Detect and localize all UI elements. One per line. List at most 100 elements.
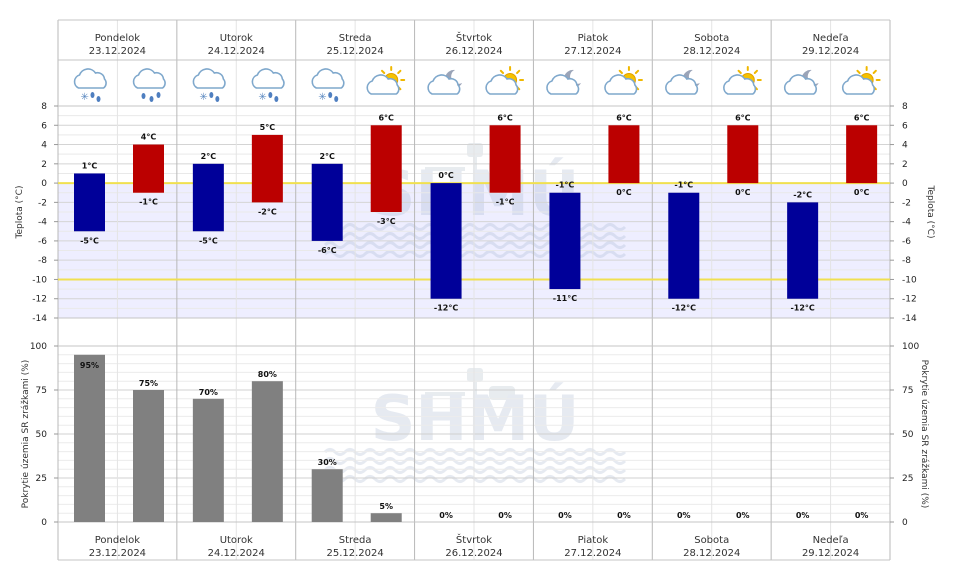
precip-label: 0% <box>617 511 631 520</box>
temp-tick-right: -2 <box>902 198 911 208</box>
temp-min-label: -1°C <box>139 198 158 207</box>
day-date-header: 27.12.2024 <box>564 46 621 57</box>
cloud-glyph <box>251 68 285 89</box>
temp-tick-left: -8 <box>38 256 47 266</box>
watermark-text: SHMÚ <box>371 382 580 455</box>
precip-label: 0% <box>736 511 750 520</box>
temp-max-label: 1°C <box>82 161 98 170</box>
cloud-glyph <box>783 74 818 95</box>
day-name-footer: Pondelok <box>95 535 141 546</box>
temp-min-label: 0°C <box>735 188 751 197</box>
temp-min-label: -3°C <box>377 217 396 226</box>
cloud-glyph <box>192 68 226 89</box>
day-date-footer: 24.12.2024 <box>208 548 265 559</box>
temp-tick-right: -4 <box>902 218 911 228</box>
precip-label: 80% <box>258 370 277 379</box>
temp-tick-right: -6 <box>902 237 911 247</box>
temp-tick-left: 2 <box>41 160 47 170</box>
day-temp-bar <box>489 125 521 193</box>
temp-min-label: -5°C <box>80 236 99 245</box>
cloud-glyph <box>132 68 166 89</box>
temp-tick-right: -10 <box>902 275 917 285</box>
watermark-instrument <box>467 143 483 157</box>
precip-label: 0% <box>855 511 869 520</box>
cloud-snow-rain-icon: ✳ <box>251 68 285 103</box>
night-temp-bar <box>311 163 343 241</box>
precip-tick-right: 50 <box>902 430 914 440</box>
moon-cloud-icon <box>427 69 463 95</box>
watermark-arm <box>425 392 465 396</box>
temp-max-label: 4°C <box>141 133 157 142</box>
day-date-header: 23.12.2024 <box>89 46 146 57</box>
watermark-mast <box>473 155 477 185</box>
precip-tick-left: 75 <box>36 386 47 396</box>
moon-cloud-icon <box>546 69 581 95</box>
temp-max-label: 6°C <box>378 113 394 122</box>
temp-tick-right: 2 <box>902 160 908 170</box>
precip-tick-left: 100 <box>30 342 47 352</box>
night-temp-bar <box>549 192 581 290</box>
day-name-header: Nedeľa <box>813 33 849 44</box>
precip-bar <box>133 390 164 522</box>
cloud-snow-rain-icon: ✳ <box>311 68 345 103</box>
night-temp-bar <box>192 163 224 232</box>
raindrop-glyph <box>156 92 161 98</box>
sun-cloud-icon <box>485 66 525 95</box>
day-name-footer: Štvrtok <box>456 533 492 546</box>
temp-max-label: 6°C <box>616 113 632 122</box>
day-date-footer: 25.12.2024 <box>327 548 384 559</box>
day-name-header: Štvrtok <box>456 31 492 44</box>
cloud-glyph <box>665 74 699 95</box>
snowflake-glyph: ✳ <box>258 92 266 103</box>
raindrop-glyph <box>209 92 214 98</box>
day-name-header: Pondelok <box>95 33 141 44</box>
night-temp-bar <box>430 183 462 299</box>
temp-max-label: -2°C <box>793 190 812 199</box>
day-date-header: 29.12.2024 <box>802 46 859 57</box>
temp-max-label: 6°C <box>497 113 513 122</box>
day-name-footer: Streda <box>339 535 372 546</box>
day-date-header: 24.12.2024 <box>208 46 265 57</box>
temp-max-label: 2°C <box>319 152 335 161</box>
precip-axis-label-right: Pokrytie územia SR zrážkami (%) <box>919 360 929 509</box>
temp-tick-left: 6 <box>41 121 47 131</box>
day-temp-bar <box>846 125 878 184</box>
cloud-snow-rain-icon: ✳ <box>73 68 107 103</box>
day-date-header: 28.12.2024 <box>683 46 740 57</box>
temp-min-label: -5°C <box>199 236 218 245</box>
sun-cloud-icon <box>841 66 881 95</box>
precip-tick-right: 100 <box>902 342 919 352</box>
day-date-footer: 26.12.2024 <box>445 548 502 559</box>
temp-tick-left: -6 <box>38 237 47 247</box>
precip-bar <box>74 354 105 522</box>
precip-bar <box>251 381 283 522</box>
cloud-glyph <box>311 68 345 89</box>
day-date-header: 25.12.2024 <box>327 46 384 57</box>
temp-tick-right: -8 <box>902 256 911 266</box>
raindrop-glyph <box>334 96 339 102</box>
raindrop-glyph <box>268 92 273 98</box>
watermark-wave <box>323 457 627 465</box>
temp-max-label: 5°C <box>260 123 276 132</box>
snowflake-glyph: ✳ <box>199 92 207 103</box>
temp-min-label: -1°C <box>496 198 515 207</box>
temp-min-label: -12°C <box>672 304 696 313</box>
raindrop-glyph <box>328 92 333 98</box>
raindrop-glyph <box>149 96 154 102</box>
cloud-glyph <box>546 74 580 95</box>
temp-min-label: -6°C <box>318 246 337 255</box>
day-temp-bar <box>370 125 402 212</box>
day-temp-bar <box>608 125 640 184</box>
temp-tick-left: -12 <box>32 295 47 305</box>
day-name-footer: Piatok <box>578 535 609 546</box>
raindrop-glyph <box>141 93 146 99</box>
sun-cloud-icon <box>604 66 643 95</box>
raindrop-glyph <box>215 96 220 102</box>
temp-max-label: 6°C <box>735 113 751 122</box>
temp-min-label: -12°C <box>434 304 458 313</box>
temp-tick-right: -14 <box>902 314 917 324</box>
precip-label: 5% <box>379 502 393 511</box>
sun-cloud-icon <box>366 66 406 95</box>
